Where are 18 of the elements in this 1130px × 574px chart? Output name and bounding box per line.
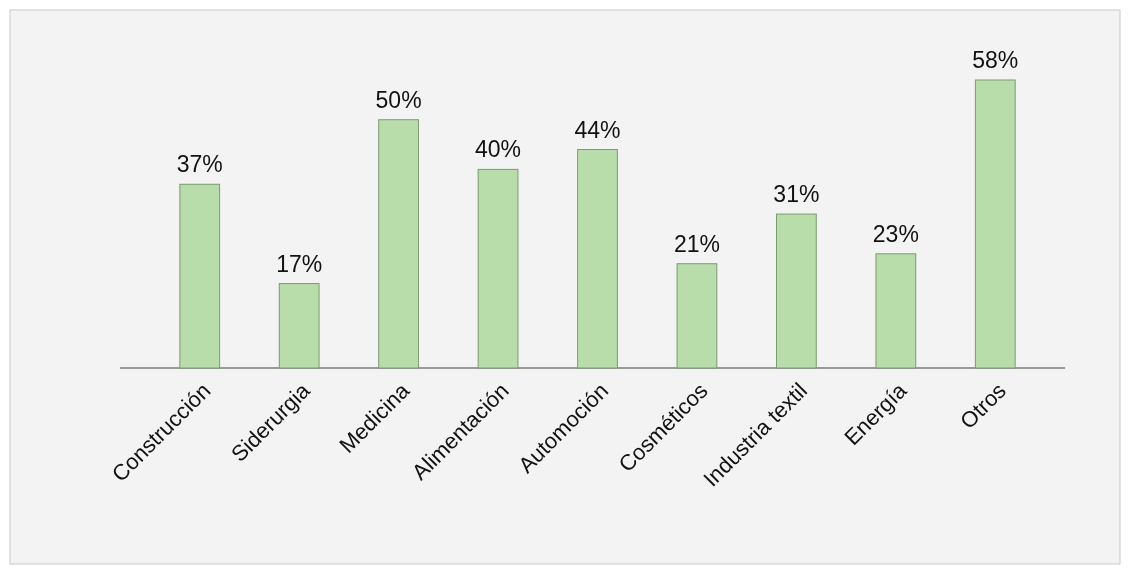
bar [875,253,917,369]
data-label: 58% [972,47,1019,73]
bar [278,283,320,369]
data-label: 17% [276,250,323,277]
data-label: 31% [773,181,820,208]
data-label: 37% [176,151,223,178]
data-label: 21% [673,230,720,257]
data-label: 44% [574,116,621,143]
data-label: 40% [475,136,522,163]
bar [477,168,519,369]
data-label: 50% [375,86,422,113]
bar [974,79,1016,369]
bar [378,119,419,369]
bar [179,183,221,369]
bar [577,149,618,369]
data-label: 23% [872,220,919,247]
bar [776,213,817,369]
bar [676,263,718,369]
